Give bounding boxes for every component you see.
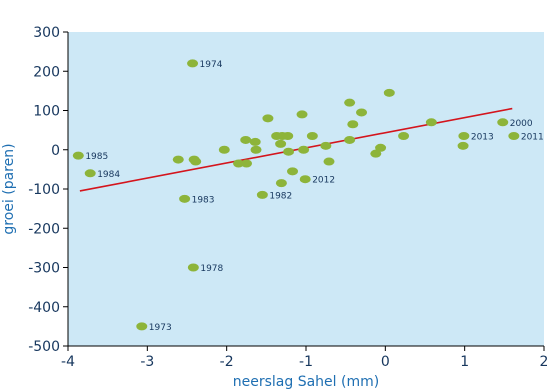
data-point <box>323 157 335 166</box>
data-point <box>282 132 294 141</box>
data-point <box>497 118 509 127</box>
plot-area-background <box>68 32 544 346</box>
data-points-group <box>72 59 520 331</box>
data-point <box>256 190 268 199</box>
data-point <box>233 159 245 168</box>
data-point-label: 1978 <box>200 264 223 274</box>
data-point <box>320 141 332 150</box>
y-tick-label: -200 <box>28 221 60 237</box>
x-axis-title: neerslag Sahel (mm) <box>233 374 379 390</box>
y-axis-ticks: -500 -400 -300 -200 -100 0 100 200 300 <box>28 25 68 355</box>
y-tick-label: -500 <box>28 339 60 355</box>
y-tick-label: -300 <box>28 261 60 277</box>
data-point-label: 1985 <box>85 152 108 162</box>
data-point <box>218 145 230 154</box>
y-tick-label: -400 <box>28 300 60 316</box>
data-point <box>306 132 318 141</box>
y-tick-label: -100 <box>28 182 60 198</box>
x-tick-label: 2 <box>540 354 547 370</box>
data-point <box>249 137 261 146</box>
data-point <box>425 118 437 127</box>
data-point <box>344 135 356 144</box>
data-point <box>375 143 387 152</box>
data-point <box>458 132 470 141</box>
data-point <box>72 151 84 160</box>
data-point <box>508 132 520 141</box>
data-point <box>187 59 199 68</box>
data-point <box>383 88 395 97</box>
data-point-label: 1973 <box>149 323 172 333</box>
trendline <box>79 107 513 192</box>
data-point <box>187 263 199 272</box>
data-point <box>457 141 469 150</box>
data-point <box>172 155 184 164</box>
data-point <box>190 157 202 166</box>
data-point-label: 1984 <box>97 170 120 180</box>
data-point <box>298 145 310 154</box>
trendline-group <box>79 107 513 192</box>
point-labels-group: 1985 1984 1973 1983 1978 1974 1982 2012 2013 2000… <box>85 60 543 333</box>
data-point <box>241 159 252 168</box>
data-point <box>240 135 252 144</box>
y-tick-label: 100 <box>33 104 60 120</box>
data-point-label: 2013 <box>471 133 494 143</box>
data-point <box>250 145 262 154</box>
x-tick-label: 1 <box>460 354 469 370</box>
data-point <box>370 149 382 158</box>
data-point <box>287 167 299 176</box>
data-point-label: 1974 <box>200 60 223 70</box>
x-tick-label: -3 <box>140 354 154 370</box>
data-point <box>136 322 148 331</box>
data-point <box>299 175 311 184</box>
data-point <box>179 194 191 203</box>
y-tick-label: 0 <box>51 143 60 159</box>
data-point <box>347 120 359 129</box>
y-axis-title: groei (paren) <box>1 143 17 234</box>
data-point <box>283 147 295 156</box>
data-point-label: 2000 <box>510 119 533 129</box>
data-point <box>275 139 287 148</box>
data-point-label: 2011 <box>521 133 544 143</box>
y-tick-label: 200 <box>33 64 60 80</box>
data-point <box>344 98 356 107</box>
x-tick-label: -2 <box>220 354 234 370</box>
x-axis-ticks: -4 -3 -2 -1 0 1 2 <box>61 346 547 370</box>
data-point-label: 1983 <box>192 195 215 205</box>
data-point <box>275 179 287 188</box>
x-tick-label: -1 <box>299 354 313 370</box>
data-point <box>262 114 274 123</box>
y-tick-label: 300 <box>33 25 60 41</box>
x-tick-label: -4 <box>61 354 75 370</box>
data-point <box>296 110 308 119</box>
data-point-label: 1982 <box>269 191 292 201</box>
data-point <box>356 108 368 117</box>
data-point-label: 2012 <box>312 176 335 186</box>
data-point <box>398 132 410 141</box>
x-tick-label: 0 <box>381 354 390 370</box>
data-point <box>84 169 96 178</box>
